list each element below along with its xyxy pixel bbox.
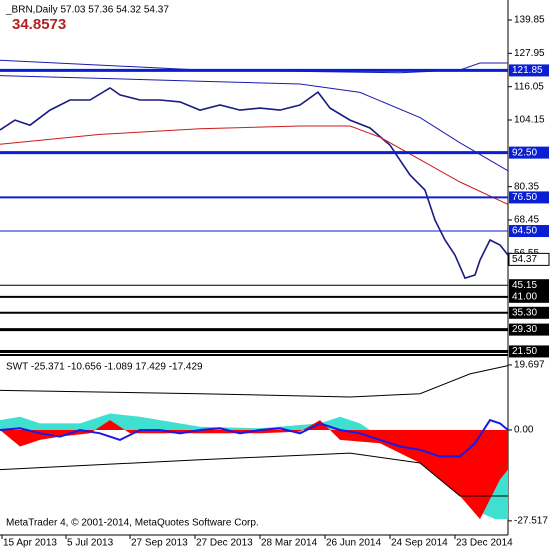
level-label: 92.50 xyxy=(512,147,537,158)
x-tick-label: 26 Jun 2014 xyxy=(326,538,381,549)
annotation: 34.8573 xyxy=(12,16,66,33)
x-tick-label: 23 Dec 2014 xyxy=(456,538,513,549)
series-line xyxy=(0,86,509,280)
series-line xyxy=(0,418,509,458)
chart-title: _BRN,Daily 57.03 57.36 54.32 54.37 xyxy=(5,5,169,16)
level-label: 35.30 xyxy=(512,307,537,318)
y-tick-label: 19.697 xyxy=(514,360,545,371)
indicator-area xyxy=(0,420,508,520)
level-label-box xyxy=(509,225,549,238)
y-tick-label: 116.05 xyxy=(514,81,544,92)
series-line xyxy=(0,75,509,172)
y-tick-label: 68.45 xyxy=(514,215,539,226)
x-tick-label: 24 Sep 2014 xyxy=(391,538,448,549)
y-tick-label: 0.00 xyxy=(514,425,534,436)
level-label: 45.15 xyxy=(512,280,537,291)
level-label-box xyxy=(509,345,549,358)
level-label: 76.50 xyxy=(512,192,537,203)
level-label: 64.50 xyxy=(512,226,537,237)
last-price-box xyxy=(508,252,550,266)
series-line xyxy=(0,452,508,497)
level-label-box xyxy=(509,146,549,159)
y-tick-label: 80.35 xyxy=(514,181,539,192)
level-label-box xyxy=(509,323,549,336)
last-price-label: 54.37 xyxy=(512,254,537,265)
x-tick-label: 15 Apr 2013 xyxy=(3,538,57,549)
y-tick-label: 139.85 xyxy=(514,15,545,26)
level-label-box xyxy=(509,191,549,204)
x-tick-label: 5 Jul 2013 xyxy=(67,538,114,549)
level-label: 21.50 xyxy=(512,346,537,357)
plot-layer xyxy=(0,59,509,520)
x-tick-label: 27 Sep 2013 xyxy=(131,538,188,549)
y-tick-label: 127.95 xyxy=(514,48,545,59)
indicator-area xyxy=(0,413,508,520)
level-label-box xyxy=(509,64,549,77)
x-tick-label: 27 Dec 2013 xyxy=(196,538,253,549)
indicator-title: SWT -25.371 -10.656 -1.089 17.429 -17.42… xyxy=(6,362,203,373)
level-label-box xyxy=(509,290,549,303)
series-line xyxy=(0,125,509,205)
series-line xyxy=(0,365,509,398)
copyright: MetaTrader 4, © 2001-2014, MetaQuotes So… xyxy=(6,518,259,529)
y-tick-label: 104.15 xyxy=(514,115,545,126)
level-label: 121.85 xyxy=(512,65,543,76)
level-label: 41.00 xyxy=(512,291,537,302)
level-label-box xyxy=(509,306,549,319)
x-tick-label: 28 Mar 2014 xyxy=(261,538,318,549)
level-label: 29.30 xyxy=(512,324,537,335)
y-tick-label: -27.517 xyxy=(514,515,548,526)
level-label-box xyxy=(509,279,549,292)
